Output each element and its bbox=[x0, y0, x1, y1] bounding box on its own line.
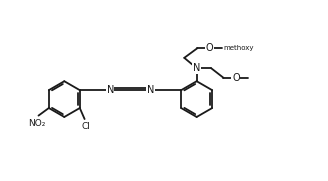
Text: N: N bbox=[193, 63, 200, 73]
Text: O: O bbox=[232, 73, 240, 83]
Text: methoxy: methoxy bbox=[223, 45, 254, 51]
Text: N: N bbox=[107, 85, 114, 95]
Text: NO₂: NO₂ bbox=[28, 119, 46, 128]
Text: Cl: Cl bbox=[81, 122, 90, 131]
Text: N: N bbox=[147, 85, 154, 95]
Text: O: O bbox=[206, 43, 214, 53]
